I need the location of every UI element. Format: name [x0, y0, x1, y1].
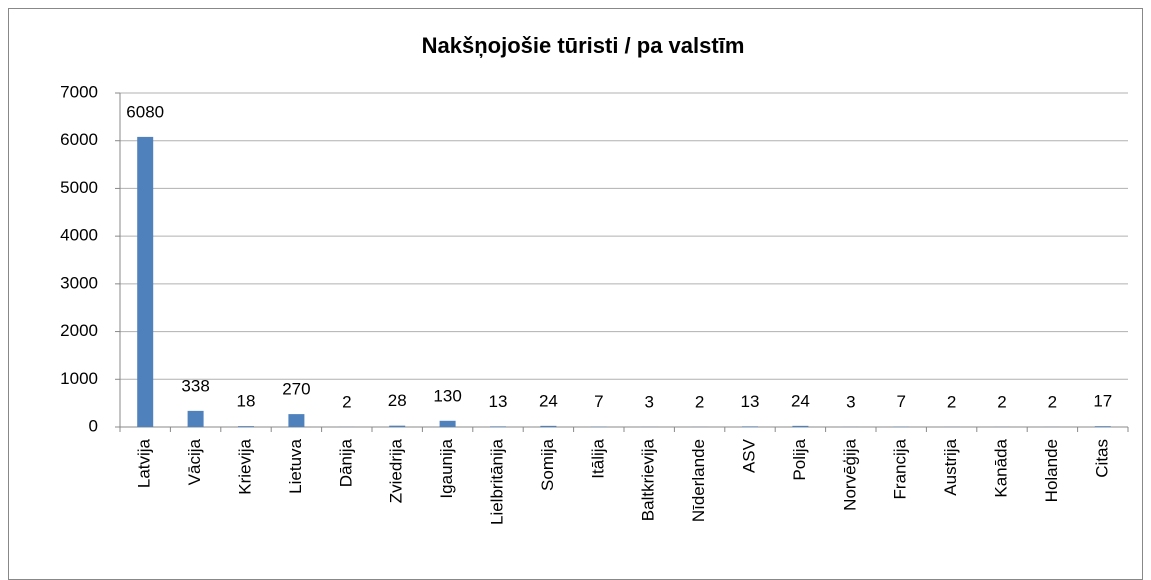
x-tick-label: Igaunija [437, 438, 456, 498]
chart-title: Nakšņojošie tūristi / pa valstīm [422, 33, 745, 58]
data-label: 130 [433, 386, 461, 405]
data-label: 17 [1093, 392, 1112, 411]
data-label: 3 [846, 392, 855, 411]
x-tick-label: Lielbritānija [487, 438, 506, 525]
x-tick-label: Baltkrievija [639, 438, 658, 521]
bar [490, 426, 506, 427]
data-label: 6080 [126, 102, 164, 121]
data-label: 3 [644, 392, 653, 411]
x-tick-label: Polija [790, 438, 809, 480]
x-tick-label: Citas [1092, 439, 1111, 478]
data-label: 2 [695, 392, 704, 411]
data-label: 7 [896, 392, 905, 411]
x-tick-label: Dānija [336, 438, 355, 487]
data-label: 270 [282, 380, 310, 399]
bar [1094, 426, 1111, 427]
bar [742, 426, 758, 427]
data-label: 2 [342, 392, 351, 411]
x-tick-label: Somija [538, 438, 557, 491]
bar [439, 420, 456, 427]
data-label: 2 [997, 392, 1006, 411]
y-tick-label: 6000 [60, 130, 98, 149]
data-label: 13 [489, 392, 508, 411]
data-label: 24 [539, 391, 558, 410]
x-tick-label: Kanāda [991, 438, 1010, 497]
bar [540, 425, 557, 427]
data-label: 2 [947, 392, 956, 411]
x-tick-label: Francija [891, 438, 910, 499]
data-label: 2 [1048, 392, 1057, 411]
bar [137, 136, 154, 427]
y-tick-label: 2000 [60, 321, 98, 340]
x-tick-label: Austrija [941, 438, 960, 495]
y-tick-label: 1000 [60, 369, 98, 388]
y-tick-label: 4000 [60, 226, 98, 245]
bar [792, 425, 809, 427]
data-label: 18 [237, 392, 256, 411]
bar [187, 410, 204, 427]
x-tick-label: Lietuva [286, 438, 305, 493]
x-tick-label: Vācija [185, 438, 204, 485]
y-tick-label: 7000 [60, 82, 98, 101]
x-tick-label: Zviedrija [387, 438, 406, 503]
y-tick-label: 3000 [60, 273, 98, 292]
data-label: 338 [181, 376, 209, 395]
bar [389, 425, 406, 427]
y-tick-label: 0 [89, 416, 98, 435]
y-tick-label: 5000 [60, 178, 98, 197]
x-tick-label: Norvēģija [840, 438, 859, 510]
x-tick-label: Nīderlande [689, 439, 708, 522]
x-tick-label: Krievija [235, 438, 254, 494]
x-tick-label: Latvija [135, 438, 154, 488]
chart-border [8, 8, 1143, 580]
data-label: 13 [741, 392, 760, 411]
data-label: 24 [791, 391, 810, 410]
x-tick-label: Itālija [588, 438, 607, 478]
data-label: 7 [594, 392, 603, 411]
data-label: 28 [388, 391, 407, 410]
x-tick-label: ASV [739, 438, 758, 473]
bar [288, 414, 305, 427]
x-tick-label: Holande [1042, 439, 1061, 502]
bar [238, 426, 254, 427]
